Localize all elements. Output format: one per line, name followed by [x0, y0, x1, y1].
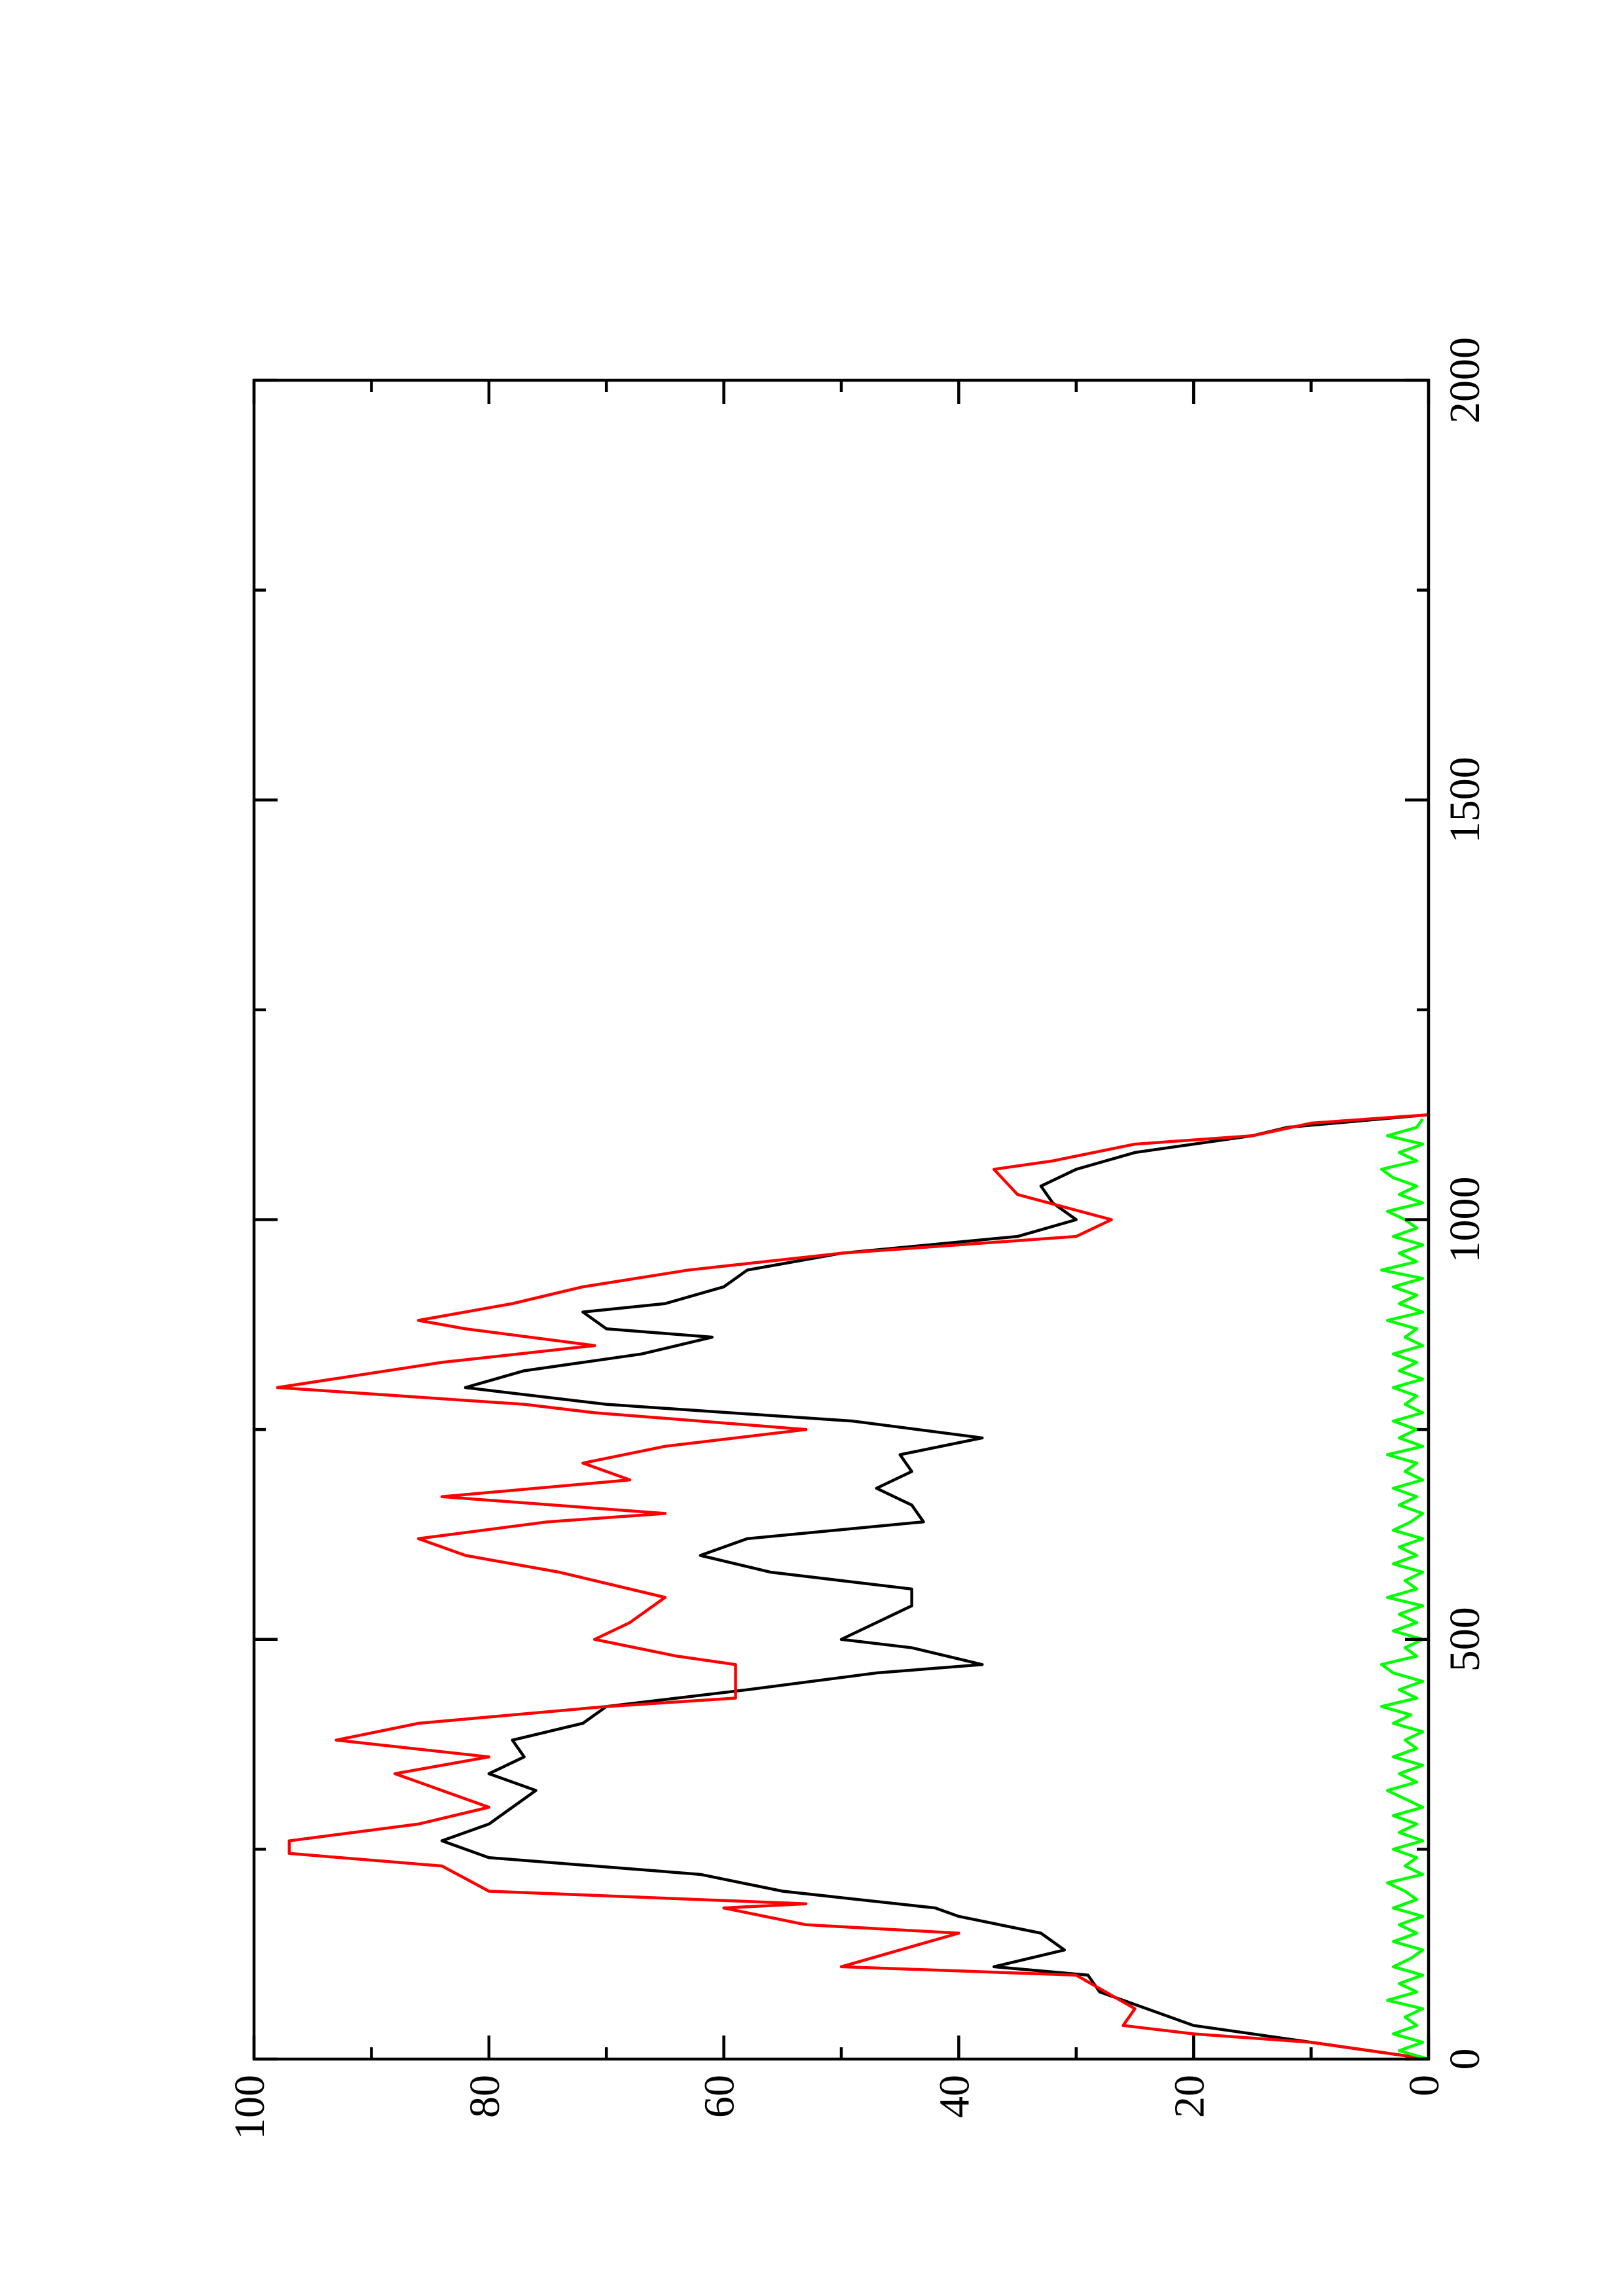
x-tick-label: 2000: [1441, 337, 1489, 423]
x-tick-label: 1500: [1441, 757, 1489, 843]
data-line: [440, 1113, 1429, 2061]
x-tick-label: 1000: [1441, 1177, 1489, 1263]
data-line: [276, 1113, 1429, 2061]
y-tick-label: 80: [461, 2075, 509, 2118]
data-line: [1379, 1118, 1429, 2061]
y-tick-label: 40: [931, 2075, 979, 2118]
y-tick-label: 20: [1165, 2075, 1213, 2118]
x-tick-label: 0: [1441, 2049, 1489, 2070]
y-tick-label: 100: [226, 2075, 274, 2140]
x-tick-label: 500: [1441, 1607, 1489, 1672]
plot-area: 0 500 1000 1500 2000 0 20 40 60 80 100: [226, 337, 1489, 2140]
y-tick-label: 0: [1400, 2075, 1448, 2096]
y-tick-label: 60: [696, 2075, 744, 2118]
